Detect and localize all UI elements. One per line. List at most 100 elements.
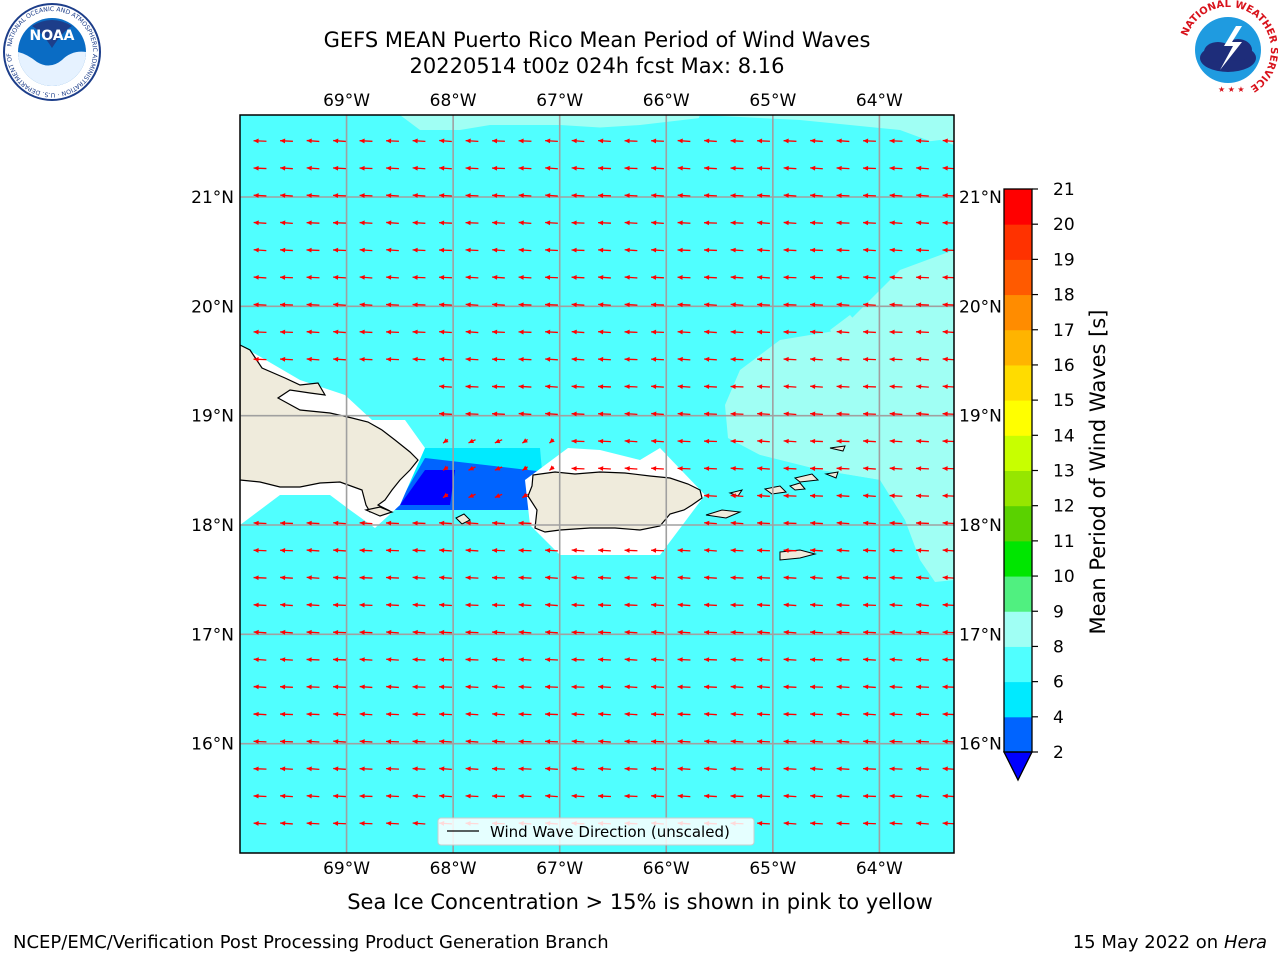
wind-arrow-head <box>916 220 922 226</box>
wind-arrow-head <box>889 766 895 772</box>
wind-arrow-head <box>942 384 948 390</box>
wind-arrow-head <box>306 629 312 635</box>
wind-arrow-head <box>492 793 498 799</box>
wind-arrow-head <box>810 220 816 226</box>
wind-arrow-head <box>280 356 286 362</box>
wind-arrow-head <box>333 138 339 144</box>
wind-arrow-head <box>359 247 365 253</box>
wind-arrow-head <box>810 329 816 335</box>
lat-label-right: 21°N <box>959 188 1002 208</box>
wind-arrow-head <box>518 329 524 335</box>
wind-arrow-head <box>253 356 259 362</box>
wind-arrow-head <box>704 793 710 799</box>
wind-arrow-head <box>306 548 312 553</box>
wind-arrow-head <box>730 548 736 553</box>
wind-arrow-head <box>545 138 551 144</box>
wind-arrow-head <box>549 438 555 444</box>
wind-arrow-head <box>677 684 683 690</box>
wind-arrow-head <box>836 220 842 226</box>
wind-arrow-head <box>253 739 259 744</box>
wind-arrow-head <box>439 165 445 171</box>
wind-arrow-head <box>386 165 392 171</box>
wind-arrow-head <box>757 138 763 144</box>
wind-arrow-head <box>677 138 683 144</box>
wind-arrow-head <box>783 793 789 799</box>
wind-arrow-head <box>386 657 392 662</box>
wind-arrow-head <box>889 466 895 471</box>
wind-arrow-head <box>704 165 710 171</box>
wind-arrow-head <box>571 684 577 690</box>
lon-label-bottom: 65°W <box>749 859 796 879</box>
wind-arrow-head <box>916 821 922 826</box>
colorbar-tick-label: 9 <box>1053 602 1064 622</box>
wind-arrow-head <box>386 629 392 635</box>
wind-arrow-head <box>942 793 948 799</box>
wind-arrow-head <box>730 602 736 608</box>
wind-arrow-head <box>333 247 339 253</box>
wind-arrow-head <box>836 602 842 608</box>
wind-arrow-head <box>253 793 259 799</box>
colorbar-segment <box>1004 189 1032 225</box>
wind-arrow-head <box>783 684 789 690</box>
wind-arrow-head <box>545 602 551 608</box>
wind-arrow-head <box>359 657 365 663</box>
wind-arrow-head <box>863 247 869 253</box>
wind-arrow-head <box>465 739 471 744</box>
wind-arrow-head <box>333 684 339 690</box>
wind-arrow-head <box>359 220 365 226</box>
wind-arrow-head <box>280 220 286 226</box>
wind-arrow-head <box>465 302 471 308</box>
wind-arrow-head <box>253 329 259 335</box>
wind-arrow-head <box>518 356 524 362</box>
colorbar-tick-label: 16 <box>1053 356 1075 376</box>
wind-arrow-head <box>942 356 948 362</box>
wind-arrow-head <box>359 602 365 608</box>
wind-arrow-head <box>571 575 577 581</box>
wind-arrow-head <box>624 220 630 226</box>
wind-arrow-head <box>677 411 683 417</box>
wind-arrow-head <box>306 821 312 826</box>
wind-arrow-head <box>518 548 524 553</box>
wind-arrow-head <box>253 138 259 144</box>
wind-arrow-head <box>333 657 339 663</box>
wind-arrow-head <box>333 165 339 171</box>
wind-arrow-head <box>836 739 842 744</box>
wind-arrow-head <box>545 629 551 635</box>
wind-arrow-head <box>518 302 524 308</box>
wind-arrow-head <box>253 165 259 171</box>
wind-arrow-head <box>704 438 710 444</box>
wind-arrow-head <box>942 411 948 417</box>
wind-arrow-head <box>545 739 551 744</box>
wind-arrow-head <box>333 766 339 772</box>
wind-arrow-head <box>492 329 498 335</box>
wind-arrow-head <box>730 575 736 581</box>
wind-arrow-head <box>704 575 710 581</box>
colorbar-segment <box>1004 400 1032 436</box>
wind-arrow-head <box>492 711 498 717</box>
lon-label-top: 69°W <box>323 91 370 111</box>
wind-arrow-head <box>624 302 630 308</box>
wind-arrow-head <box>492 739 498 744</box>
wind-arrow-head <box>359 684 365 690</box>
wind-arrow-head <box>863 575 869 581</box>
wind-arrow-head <box>916 548 922 553</box>
wind-arrow-head <box>704 766 710 772</box>
wind-arrow-head <box>704 629 710 635</box>
wind-arrow-head <box>810 711 816 717</box>
wind-arrow-head <box>942 329 948 335</box>
wind-arrow-head <box>571 629 577 635</box>
wind-arrow-head <box>439 684 445 690</box>
colorbar-tick-label: 2 <box>1053 743 1064 763</box>
wind-arrow-head <box>942 766 948 772</box>
colorbar-tick-label: 21 <box>1053 180 1075 200</box>
wind-arrow-head <box>704 602 710 608</box>
wind-arrow-head <box>916 329 922 335</box>
wind-arrow-head <box>757 766 763 772</box>
wind-arrow-head <box>518 138 524 144</box>
wind-arrow-head <box>492 575 498 581</box>
wind-arrow-head <box>942 247 948 253</box>
wind-arrow-head <box>333 220 339 226</box>
wind-arrow-head <box>359 711 365 717</box>
wind-arrow-head <box>280 247 286 253</box>
wind-arrow-head <box>465 411 471 417</box>
